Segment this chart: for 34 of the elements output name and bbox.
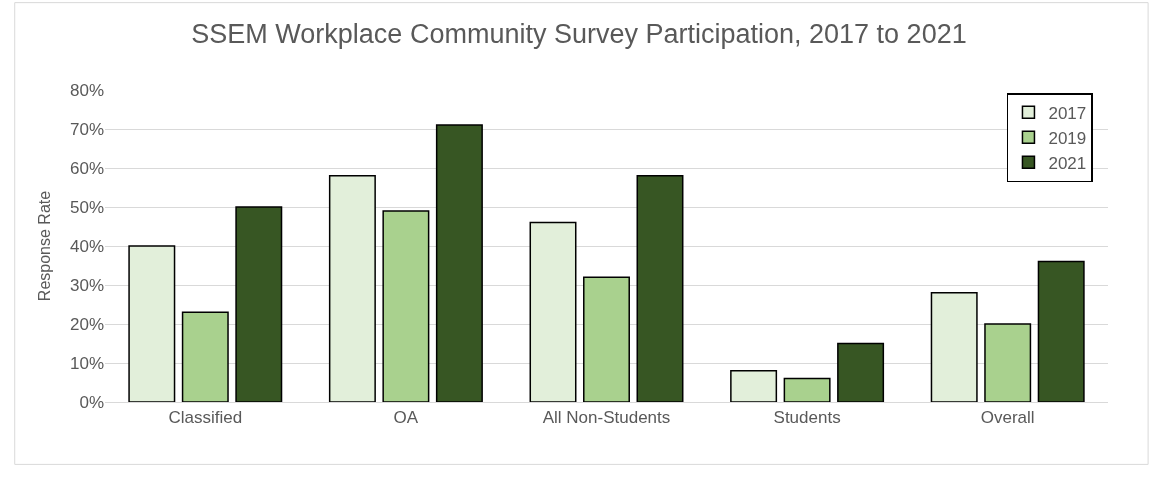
y-tick-label: 10%: [69, 353, 104, 373]
y-axis-title: Response Rate: [35, 190, 53, 302]
x-tick-label: Overall: [980, 408, 1035, 428]
bar: [328, 175, 376, 402]
bar: [636, 175, 684, 402]
bar: [1037, 260, 1085, 402]
y-tick-label: 60%: [69, 158, 104, 178]
x-tick-label: Students: [773, 408, 841, 428]
legend-label: 2017: [1048, 103, 1087, 123]
bar: [128, 245, 176, 402]
bar: [382, 210, 430, 402]
y-tick-label: 20%: [69, 314, 104, 334]
y-tick-label: 30%: [69, 275, 104, 295]
y-tick-label: 80%: [69, 80, 104, 100]
bar: [529, 221, 577, 402]
chart-title: SSEM Workplace Community Survey Participation, 2017 to 2021: [191, 18, 967, 49]
legend-label: 2021: [1048, 154, 1087, 173]
bar: [783, 377, 831, 402]
bar: [730, 370, 778, 402]
x-tick-label: OA: [393, 408, 419, 428]
x-tick-label: Classified: [168, 408, 243, 428]
bar: [235, 206, 283, 402]
bar: [930, 292, 978, 402]
y-tick-label: 70%: [69, 119, 104, 139]
y-tick-label: 0%: [79, 392, 104, 412]
y-tick-label: 40%: [69, 236, 104, 256]
bar: [435, 124, 483, 402]
bar: [837, 342, 885, 402]
legend-label: 2019: [1048, 128, 1087, 148]
bar: [181, 311, 229, 402]
x-tick-label: All Non-Students: [542, 408, 671, 428]
bar: [583, 276, 630, 402]
bar: [984, 323, 1032, 402]
y-tick-label: 50%: [69, 197, 104, 217]
